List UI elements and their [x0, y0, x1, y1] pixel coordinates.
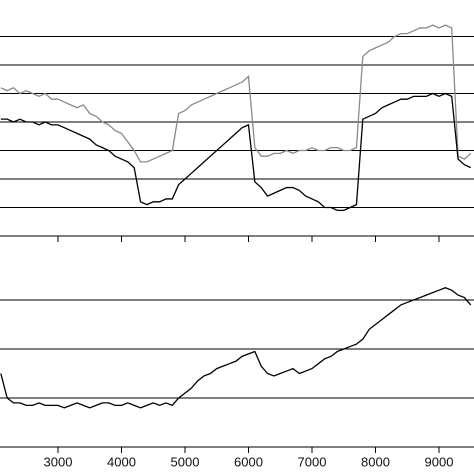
x-tick-label: 7000: [298, 454, 327, 469]
x-tick-label: 4000: [107, 454, 136, 469]
data-line: [0, 287, 472, 409]
x-tick-label: 5000: [171, 454, 200, 469]
x-tick-label: 8000: [361, 454, 390, 469]
data-line: [0, 24, 472, 163]
x-tick-label: 3000: [44, 454, 73, 469]
x-tick-label: 9000: [425, 454, 454, 469]
data-line: [0, 92, 472, 211]
x-tick-label: 6000: [234, 454, 263, 469]
